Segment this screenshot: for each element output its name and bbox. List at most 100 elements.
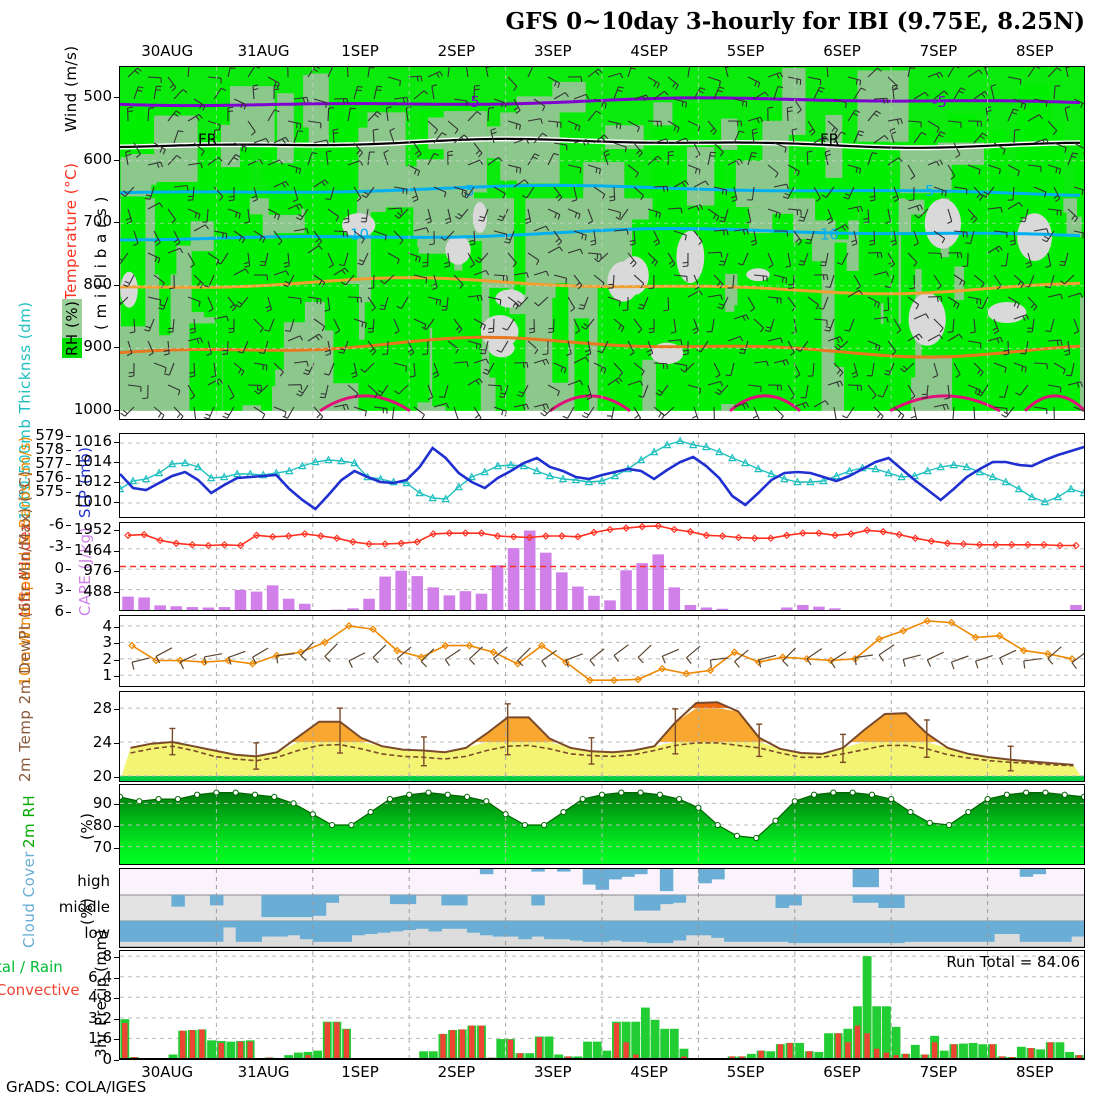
precip-panel: Run Total = 84.06 xyxy=(119,950,1085,1060)
svg-text:5: 5 xyxy=(465,182,475,200)
axis-tick: 700 xyxy=(83,212,112,231)
tick-mark xyxy=(114,591,119,593)
tick-mark xyxy=(66,492,71,493)
axis-tick: 600 xyxy=(83,149,112,168)
axis-tick: 8 xyxy=(102,947,112,966)
axis-tick: 3.2 xyxy=(88,1008,112,1027)
date-label: 3SEP xyxy=(534,1063,572,1081)
axis-tick: 1012 xyxy=(73,472,112,490)
tick-mark xyxy=(114,826,119,828)
tick-mark xyxy=(114,626,119,628)
rh-2m-plot xyxy=(120,785,1084,864)
cloud-cover-panel xyxy=(119,868,1085,948)
tick-mark xyxy=(114,659,119,661)
tick-mark xyxy=(114,159,119,161)
svg-text:-5: -5 xyxy=(465,93,480,111)
tick-mark xyxy=(114,1018,119,1020)
cloud-cover-plot xyxy=(120,869,1084,947)
footer-credit: GrADS: COLA/IGES xyxy=(6,1078,147,1096)
axis-tick: 1010 xyxy=(73,492,112,510)
date-label: 31AUG xyxy=(237,42,290,60)
tick-mark xyxy=(114,957,119,959)
axis-tick: 90 xyxy=(92,794,112,813)
axis-tick: 1016 xyxy=(73,432,112,450)
date-label: 1SEP xyxy=(341,42,379,60)
axis-tick: 70 xyxy=(92,837,112,856)
tick-mark xyxy=(114,1039,119,1041)
tick-mark xyxy=(66,478,71,479)
date-label: 3SEP xyxy=(534,42,572,60)
date-label: 2SEP xyxy=(437,42,476,60)
tick-mark xyxy=(66,436,71,437)
date-label: 30AUG xyxy=(141,42,194,60)
tick-mark xyxy=(66,612,71,613)
tick-mark xyxy=(114,643,119,645)
date-label: 6SEP xyxy=(823,1063,861,1081)
axis-tick: 0 xyxy=(102,1050,112,1068)
axis-tick: 28 xyxy=(92,699,112,718)
axis-tick: 575 xyxy=(35,482,64,500)
axis-tick: 24 xyxy=(92,733,112,751)
tick-mark xyxy=(114,998,119,1000)
date-label: 7SEP xyxy=(919,1063,958,1081)
wind-speed-plot xyxy=(120,616,1084,686)
svg-text:10: 10 xyxy=(820,226,839,244)
tick-mark xyxy=(114,222,119,224)
tick-mark xyxy=(114,676,119,678)
run-total-label: Run Total = 84.06 xyxy=(946,953,1080,971)
tick-mark xyxy=(114,97,119,99)
svg-text:5: 5 xyxy=(925,182,935,200)
slp-thickness-panel xyxy=(119,433,1085,518)
tick-mark xyxy=(66,568,71,570)
tick-mark xyxy=(114,530,119,532)
axis-label-cloud-cover: Cloud Cover xyxy=(20,850,38,948)
axis-tick: 6 xyxy=(54,602,64,620)
date-label: 1SEP xyxy=(341,1063,379,1081)
axis-tick: 1464 xyxy=(73,540,112,559)
axis-tick: 1000 xyxy=(73,399,112,418)
tick-mark xyxy=(66,525,71,526)
axis-tick: 6.4 xyxy=(88,967,112,986)
tick-mark xyxy=(114,977,119,979)
axis-tick: 577 xyxy=(35,454,64,472)
tick-mark xyxy=(114,847,119,849)
axis-tick: 500 xyxy=(83,87,112,106)
axis-tick: 4 xyxy=(102,616,112,635)
tick-mark xyxy=(114,743,119,744)
date-label: 8SEP xyxy=(1016,1063,1054,1081)
tick-mark xyxy=(66,450,71,451)
legend-convective: Convective xyxy=(0,981,80,999)
cross-section-plot: -5 -5 FR FR 5 5 10 10 xyxy=(120,67,1084,419)
svg-text:FR: FR xyxy=(820,131,839,149)
rh-2m-panel xyxy=(119,784,1085,865)
axis-tick: 4.8 xyxy=(88,988,112,1007)
axis-tick: 1014 xyxy=(73,452,112,470)
axis-tick: 579 xyxy=(35,426,64,444)
cape-lifted-index-plot xyxy=(120,523,1084,610)
axis-tick: 2 xyxy=(102,649,112,668)
axis-tick: 20 xyxy=(92,766,112,785)
tick-mark xyxy=(114,1060,119,1061)
axis-tick: 3 xyxy=(102,633,112,652)
axis-tick: 80 xyxy=(92,816,112,835)
tick-mark xyxy=(66,546,71,548)
date-label: 2SEP xyxy=(437,1063,476,1081)
tick-mark xyxy=(114,571,119,573)
tick-mark xyxy=(114,284,119,286)
axis-tick: 900 xyxy=(83,337,112,356)
slp-thickness-plot xyxy=(120,434,1084,517)
axis-tick: 976 xyxy=(83,561,112,580)
axis-tick: 0 xyxy=(54,558,64,577)
tick-mark xyxy=(114,709,119,711)
precip-plot xyxy=(120,951,1084,1059)
axis-label-temp-dewpt: 2m Temp 2m DewPt (6hr Min/Max) (°C) xyxy=(16,470,34,782)
page-title: GFS 0~10day 3-hourly for IBI (9.75E, 8.2… xyxy=(505,8,1085,35)
tick-mark xyxy=(114,776,119,778)
temperature-dewpoint-panel xyxy=(119,691,1085,782)
date-label: 7SEP xyxy=(919,42,958,60)
svg-text:FR: FR xyxy=(198,131,217,149)
tick-mark xyxy=(66,590,71,592)
date-label: 4SEP xyxy=(630,1063,668,1081)
tick-mark xyxy=(114,804,119,806)
tick-mark xyxy=(114,347,119,349)
